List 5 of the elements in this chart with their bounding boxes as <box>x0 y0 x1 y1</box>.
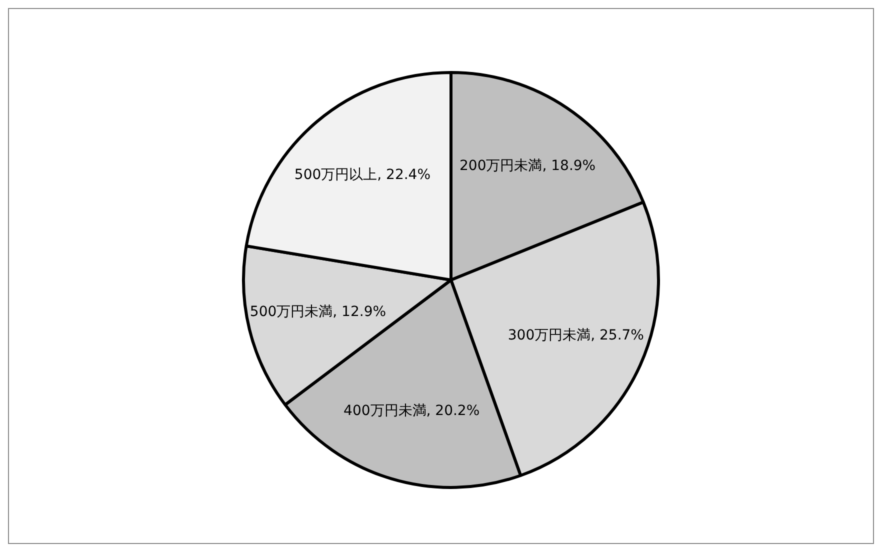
slice-label: 500万円以上, 22.4% <box>294 167 431 184</box>
slice-label: 300万円未満, 25.7% <box>508 328 644 344</box>
slice-label: 400万円未満, 20.2% <box>344 402 480 419</box>
slice-label: 500万円未満, 12.9% <box>250 304 386 320</box>
slice-label: 200万円未満, 18.9% <box>460 158 596 174</box>
